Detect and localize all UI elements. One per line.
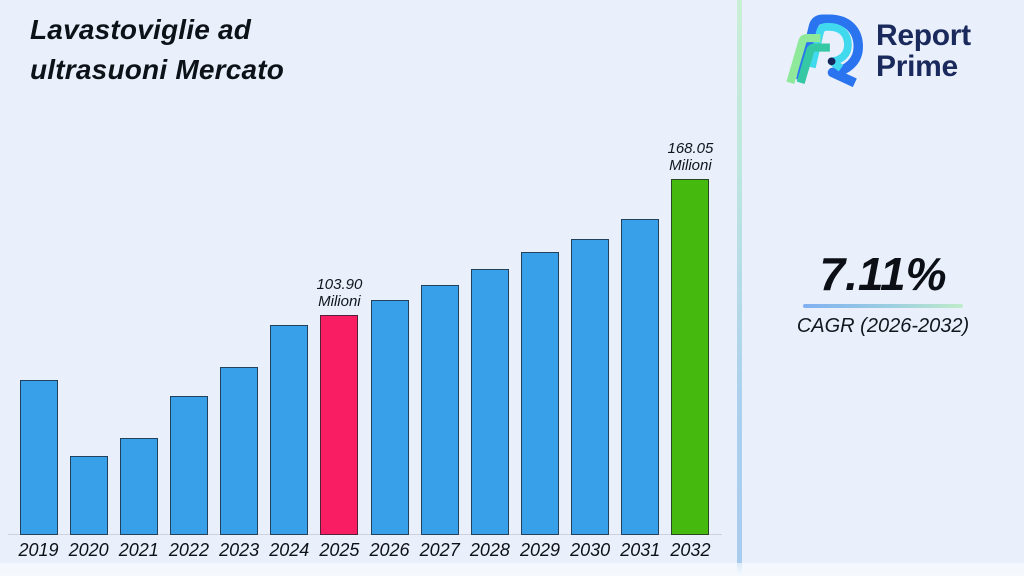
year-label-2020: 2020 <box>68 540 109 560</box>
report-prime-logo: Report Prime <box>780 8 971 94</box>
value-label-number: 103.90 <box>316 275 363 293</box>
page-title: Lavastoviglie ad ultrasuoni Mercato <box>30 10 284 90</box>
bar-2027 <box>420 285 459 535</box>
bar-2032 <box>671 179 710 535</box>
bottom-strip <box>0 563 1024 576</box>
year-label-2022: 2022 <box>168 540 209 560</box>
year-label-2032: 2032 <box>670 540 711 560</box>
bar-2029 <box>521 252 559 535</box>
year-label-2029: 2029 <box>519 540 561 560</box>
x-axis-line <box>8 534 722 535</box>
year-label-2026: 2026 <box>369 540 410 560</box>
bar-2020 <box>69 455 108 535</box>
year-label-2028: 2028 <box>469 540 510 560</box>
year-label-2027: 2027 <box>419 540 460 560</box>
logo-word-report: Report <box>876 19 971 52</box>
bar-2019 <box>19 380 58 535</box>
bar-2024 <box>270 324 309 535</box>
cagr-value: 7.11% <box>819 248 947 300</box>
cagr-stat-panel: 7.11% CAGR (2026-2032) <box>742 248 1024 338</box>
vertical-divider <box>737 0 742 576</box>
logo-word-prime: Prime <box>876 50 958 83</box>
bar-2031 <box>621 218 660 535</box>
cagr-underline <box>803 304 963 308</box>
bar-2028 <box>470 269 509 535</box>
year-label-2021: 2021 <box>118 540 159 560</box>
bar-chart: 2019 2020 2021 2022 2023 2024 2025 103.90 Milion… <box>8 140 740 560</box>
logo-wordmark: Report Prime <box>876 20 971 82</box>
bar-2022 <box>169 396 208 535</box>
value-label-2025: 103.90 Milioni <box>289 276 389 310</box>
year-label-2023: 2023 <box>219 540 260 560</box>
cagr-label: CAGR (2026-2032) <box>796 315 970 337</box>
year-label-2031: 2031 <box>620 540 661 560</box>
value-label-2032: 168.05 Milioni <box>640 140 740 174</box>
bar-2021 <box>119 437 158 535</box>
title-line-2: ultrasuoni Mercato <box>30 54 285 85</box>
value-label-number: 168.05 <box>667 140 714 158</box>
value-label-unit: Milioni <box>669 157 712 175</box>
bar-2026 <box>370 300 409 535</box>
bar-2030 <box>571 238 610 535</box>
year-label-2019: 2019 <box>18 540 59 560</box>
report-prime-logo-icon <box>786 14 863 88</box>
year-label-2025: 2025 <box>319 540 360 560</box>
year-label-2024: 2024 <box>269 540 310 560</box>
bar-2023 <box>220 366 259 535</box>
title-line-1: Lavastoviglie ad <box>30 14 252 45</box>
bar-2025 <box>320 314 359 535</box>
year-label-2030: 2030 <box>570 540 611 560</box>
value-label-unit: Milioni <box>318 292 361 310</box>
